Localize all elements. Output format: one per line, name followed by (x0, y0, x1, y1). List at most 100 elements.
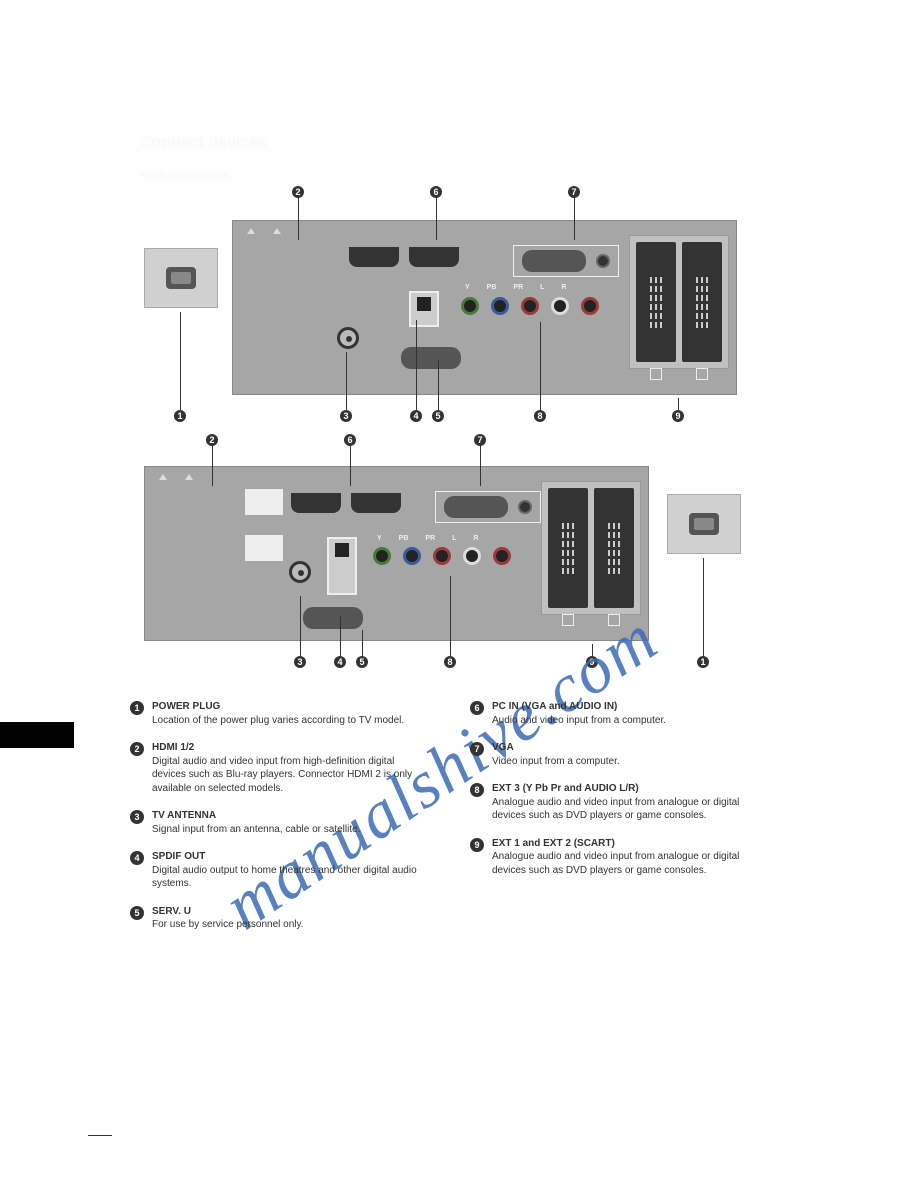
callout-number: 1 (697, 657, 709, 667)
callout-number: 3 (294, 657, 306, 667)
callout-leader (350, 444, 351, 486)
spdif-port-icon (409, 291, 439, 327)
mounting-marker-icon (159, 474, 167, 480)
item-body: SERV. U For use by service personnel onl… (152, 905, 430, 932)
list-item: 7 VGA Video input from a computer. (470, 741, 770, 768)
vga-port-icon (522, 250, 586, 272)
item-title: PC IN (VGA and AUDIO IN) (492, 701, 617, 712)
rca-jack-icon (433, 547, 451, 565)
item-body: PC IN (VGA and AUDIO IN) Audio and video… (492, 700, 770, 727)
callout-number: 6 (344, 435, 356, 445)
callout-number: 9 (586, 657, 598, 667)
scart-direction-icon (650, 368, 662, 380)
callout-leader (180, 312, 181, 410)
left-column: 1 POWER PLUG Location of the power plug … (130, 700, 430, 946)
callout-number: 4 (334, 657, 346, 667)
callout-number: 8 (534, 411, 546, 421)
item-number-badge: 7 (470, 742, 484, 756)
callout-leader (450, 576, 451, 656)
antenna-port-icon (337, 327, 359, 349)
item-body: EXT 3 (Y Pb Pr and AUDIO L/R) Analogue a… (492, 782, 770, 823)
item-title: POWER PLUG (152, 701, 220, 712)
item-desc: Analogue audio and video input from anal… (492, 851, 739, 876)
hdmi-port-icon (409, 247, 459, 267)
list-item: 8 EXT 3 (Y Pb Pr and AUDIO L/R) Analogue… (470, 782, 770, 823)
rca-label: PB (399, 535, 409, 542)
description-columns: 1 POWER PLUG Location of the power plug … (130, 700, 770, 946)
item-body: HDMI 1/2 Digital audio and video input f… (152, 741, 430, 795)
callout-leader (300, 596, 301, 656)
item-body: SPDIF OUT Digital audio output to home t… (152, 850, 430, 891)
antenna-port-icon (289, 561, 311, 583)
callout-number: 5 (356, 657, 368, 667)
list-item: 5 SERV. U For use by service personnel o… (130, 905, 430, 932)
rear-connector-panel-bottom: Y PB PR L R (144, 466, 649, 641)
right-column: 6 PC IN (VGA and AUDIO IN) Audio and vid… (470, 700, 770, 946)
item-desc: Location of the power plug varies accord… (152, 715, 404, 726)
scart-group (629, 235, 729, 369)
item-body: EXT 1 and EXT 2 (SCART) Analogue audio a… (492, 837, 770, 878)
item-desc: Analogue audio and video input from anal… (492, 797, 739, 822)
item-number-badge: 2 (130, 742, 144, 756)
item-title: EXT 3 (Y Pb Pr and AUDIO L/R) (492, 783, 639, 794)
rca-label: R (473, 535, 478, 542)
callout-leader (346, 352, 347, 410)
list-item: 3 TV ANTENNA Signal input from an antenn… (130, 809, 430, 836)
item-number-badge: 8 (470, 783, 484, 797)
callout-number: 1 (174, 411, 186, 421)
list-item: 6 PC IN (VGA and AUDIO IN) Audio and vid… (470, 700, 770, 727)
callout-leader (540, 322, 541, 410)
item-desc: Audio and video input from a computer. (492, 715, 666, 726)
callout-number: 7 (474, 435, 486, 445)
rca-labels: Y PB PR L R (465, 284, 566, 291)
component-audio-row (461, 297, 599, 315)
callout-number: 3 (340, 411, 352, 421)
item-title: EXT 1 and EXT 2 (SCART) (492, 838, 615, 849)
item-title: SPDIF OUT (152, 851, 205, 862)
callout-leader (340, 616, 341, 656)
spdif-port-icon (327, 537, 357, 595)
service-port-icon (303, 607, 363, 629)
blank-slot (245, 489, 283, 515)
scart-port-icon (682, 242, 722, 362)
rca-jack-icon (373, 547, 391, 565)
item-number-badge: 5 (130, 906, 144, 920)
rca-label: L (452, 535, 456, 542)
rear-connector-panel-top: Y PB PR L R (232, 220, 737, 395)
audio-jack-icon (596, 254, 610, 268)
mounting-marker-icon (273, 228, 281, 234)
callout-leader (438, 360, 439, 410)
component-audio-row (373, 547, 511, 565)
item-desc: Signal input from an antenna, cable or s… (152, 824, 360, 835)
scart-direction-icon (562, 614, 574, 626)
audio-jack-icon (518, 500, 532, 514)
item-title: TV ANTENNA (152, 810, 216, 821)
scart-direction-icon (608, 614, 620, 626)
power-plug-inset (144, 248, 218, 308)
callout-number: 8 (444, 657, 456, 667)
scart-port-icon (594, 488, 634, 608)
callout-number: 2 (206, 435, 218, 445)
pc-in-group (435, 491, 541, 523)
power-plug-icon (689, 513, 719, 535)
item-number-badge: 3 (130, 810, 144, 824)
rca-jack-icon (403, 547, 421, 565)
list-item: 4 SPDIF OUT Digital audio output to home… (130, 850, 430, 891)
list-item: 1 POWER PLUG Location of the power plug … (130, 700, 430, 727)
list-item: 9 EXT 1 and EXT 2 (SCART) Analogue audio… (470, 837, 770, 878)
rca-jack-icon (461, 297, 479, 315)
item-desc: For use by service personnel only. (152, 919, 304, 930)
page-number-tab (0, 722, 74, 748)
item-desc: Digital audio output to home theatres an… (152, 865, 417, 890)
list-item: 2 HDMI 1/2 Digital audio and video input… (130, 741, 430, 795)
item-body: TV ANTENNA Signal input from an antenna,… (152, 809, 430, 836)
section-title: Connect devices (140, 134, 267, 152)
callout-leader (592, 644, 593, 656)
callout-number: 7 (568, 187, 580, 197)
callout-leader (703, 558, 704, 656)
rca-label: PB (487, 284, 497, 291)
callout-number: 5 (432, 411, 444, 421)
callout-leader (362, 630, 363, 656)
vga-port-icon (444, 496, 508, 518)
rca-labels: Y PB PR L R (377, 535, 478, 542)
